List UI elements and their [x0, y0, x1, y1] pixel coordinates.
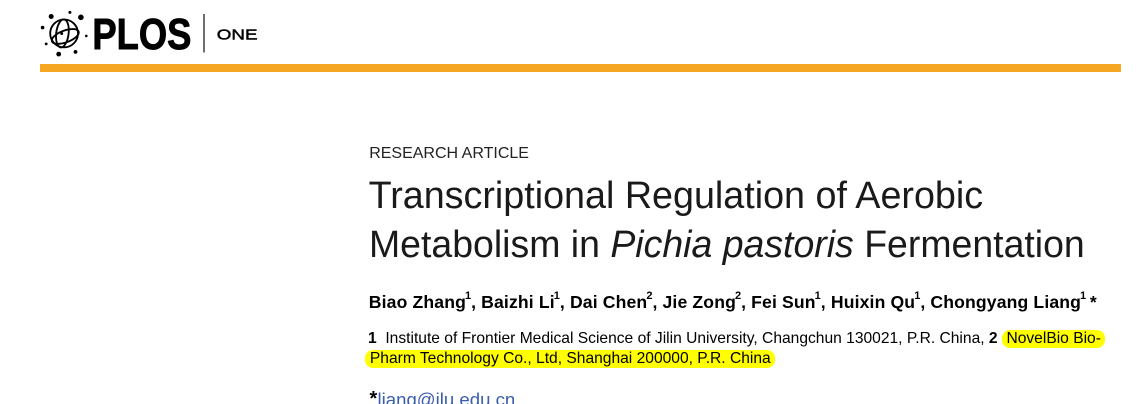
svg-text:ONE: ONE: [217, 26, 258, 43]
svg-text:PLOS: PLOS: [92, 11, 191, 59]
